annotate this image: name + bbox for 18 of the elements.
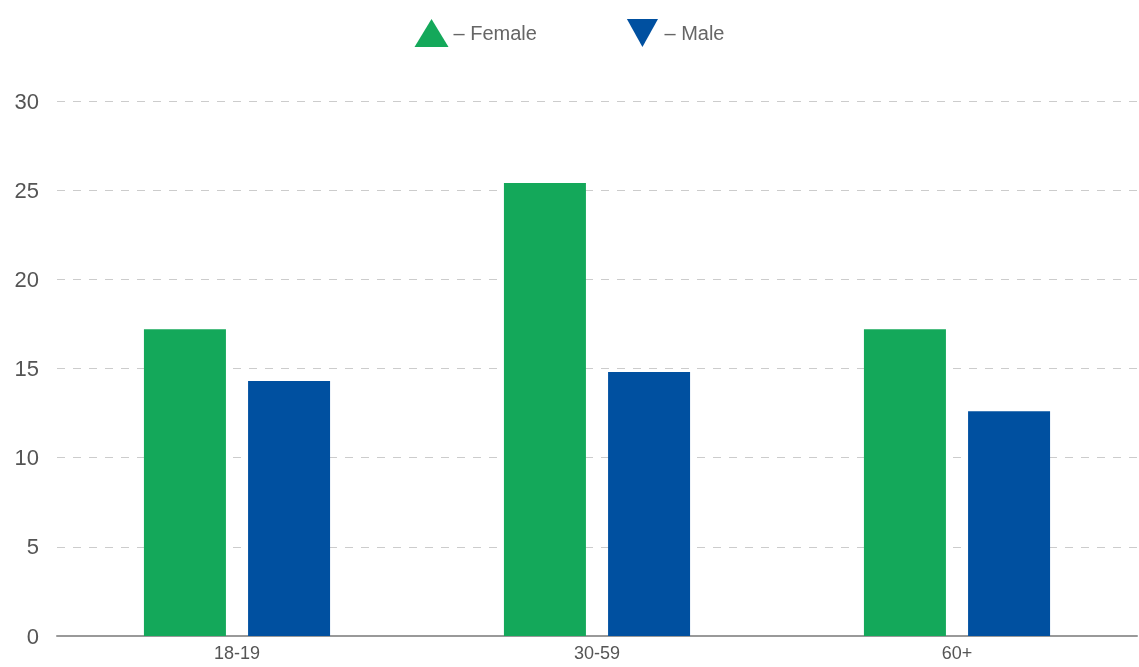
bar (143, 329, 226, 636)
y-tick-label: 5 (26, 534, 39, 560)
legend-label: – Male (664, 22, 725, 44)
y-tick-label: 20 (14, 266, 39, 292)
bar (248, 380, 331, 636)
bar (968, 411, 1051, 636)
y-tick-label: 0 (26, 623, 39, 649)
legend-label: – Female (453, 22, 537, 44)
x-tick-label: 18-19 (213, 643, 261, 663)
y-tick-label: 30 (14, 88, 39, 114)
y-tick-label: 10 (14, 445, 39, 471)
y-tick-label: 25 (14, 177, 39, 203)
bar (503, 183, 586, 636)
y-tick-label: 15 (14, 356, 39, 381)
x-tick-label: 30-59 (573, 643, 621, 663)
bar (863, 329, 946, 636)
x-tick-label: 60+ (941, 643, 973, 663)
bar (608, 372, 691, 636)
